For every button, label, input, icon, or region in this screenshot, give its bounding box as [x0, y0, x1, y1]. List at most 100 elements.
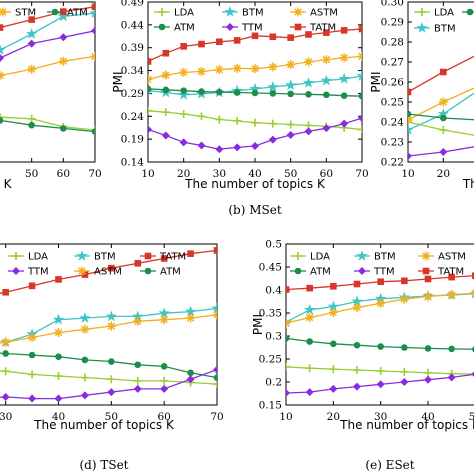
point-tatm [440, 68, 447, 76]
panel-caption: (e) ESet [365, 458, 414, 472]
point-tatm [148, 58, 152, 65]
legend-marker-lda [158, 8, 166, 16]
y-tick-label: 0.24 [121, 111, 145, 123]
point-lda [27, 114, 36, 123]
point-btm [52, 313, 65, 325]
point-ttm [471, 371, 474, 377]
x-tick-label: 50 [284, 168, 297, 180]
point-astm [321, 55, 331, 65]
point-tatm [162, 49, 170, 57]
point-astm [0, 71, 5, 81]
y-tick-label: 0.15 [259, 400, 282, 412]
point-tatm [55, 276, 62, 283]
y-tick-label: 0.44 [121, 19, 145, 31]
point-tatm [323, 29, 330, 36]
point-lda [107, 375, 116, 384]
legend-label: BTM [434, 24, 456, 35]
point-btm [57, 10, 69, 22]
point-ttm [91, 26, 95, 35]
point-astm [438, 97, 448, 107]
point-lda [160, 376, 169, 385]
point-btm [105, 310, 117, 322]
point-tatm [134, 260, 142, 267]
point-lda [286, 362, 290, 371]
legend-marker-btm [416, 22, 428, 33]
point-atm [162, 86, 170, 94]
x-tick-label: 40 [52, 411, 65, 423]
y-tick-label: 0.29 [381, 17, 404, 29]
point-tatm [216, 38, 223, 46]
x-tick-label: 20 [437, 168, 450, 180]
point-lda [376, 366, 385, 375]
point-lda [353, 366, 361, 375]
legend-label: ATM [67, 8, 88, 19]
y-tick-label: 0.25 [259, 354, 282, 366]
legend-marker-astm [77, 266, 87, 276]
chart-panel-2: 0.14 0.19 0.24 0.29 0.34 0.39 0.44 0.49 10 20 30 40… [111, 0, 369, 217]
chart-panel-4: 203040506070LDABTMTATMTTMASTMATMThe numb… [0, 243, 224, 472]
x-tick-label: 40 [248, 168, 261, 180]
x-tick-label: 20 [327, 411, 340, 423]
point-tatm [377, 278, 384, 286]
legend-marker-astm [293, 7, 303, 17]
point-astm [214, 65, 224, 75]
y-tick-label: 0.5 [265, 239, 282, 251]
point-astm [268, 62, 278, 72]
legend-label: LDA [28, 252, 48, 263]
x-tick-label: 10 [279, 411, 292, 423]
y-tick-label: 0.24 [381, 117, 405, 129]
point-atm [2, 350, 9, 357]
point-astm [286, 318, 291, 328]
plot-area [148, 25, 362, 154]
point-ttm [353, 382, 361, 391]
point-atm [251, 89, 259, 97]
point-astm [106, 321, 116, 331]
point-btm [304, 303, 316, 315]
point-lda [286, 120, 295, 129]
point-atm [306, 338, 313, 345]
point-atm [160, 363, 168, 370]
point-btm [79, 312, 91, 323]
point-lda [268, 119, 277, 128]
point-atm [108, 358, 115, 365]
point-astm [27, 332, 37, 342]
point-atm [287, 90, 294, 98]
legend-marker-ttm [12, 267, 20, 275]
legend-label: ASTM [438, 252, 466, 263]
point-tatm [287, 34, 294, 41]
point-tatm [353, 280, 361, 288]
y-tick-label: 0.45 [259, 262, 282, 274]
y-tick-label: 0.29 [121, 88, 144, 100]
plot-area [0, 247, 217, 403]
point-atm [340, 92, 348, 100]
point-lda [0, 113, 4, 122]
legend: STM ATM [0, 7, 88, 19]
point-astm [305, 313, 315, 323]
plot-area [0, 3, 95, 135]
point-lda [215, 115, 224, 124]
point-astm [423, 291, 433, 301]
y-tick-label: 0.30 [381, 0, 404, 9]
legend-marker-btm [356, 250, 368, 261]
point-tatm [160, 255, 168, 262]
point-ttm [439, 148, 448, 156]
point-tatm [198, 40, 205, 48]
point-ttm [286, 389, 290, 398]
point-btm [408, 124, 414, 135]
point-astm [339, 53, 349, 63]
legend-marker-lda [12, 252, 20, 260]
legend-marker-ttm [358, 267, 366, 275]
point-ttm [400, 378, 409, 386]
point-ttm [1, 392, 10, 401]
point-tatm [358, 25, 362, 33]
point-ttm [107, 388, 116, 397]
x-tick-label: 30 [0, 411, 12, 423]
point-tatm [81, 271, 89, 278]
x-tick-label: 50 [25, 168, 38, 180]
point-astm [328, 308, 338, 318]
legend-marker-atm [294, 267, 302, 275]
point-astm [399, 294, 409, 304]
point-ttm [424, 375, 432, 384]
point-ttm [80, 391, 89, 400]
legend-marker-astm [421, 251, 431, 261]
